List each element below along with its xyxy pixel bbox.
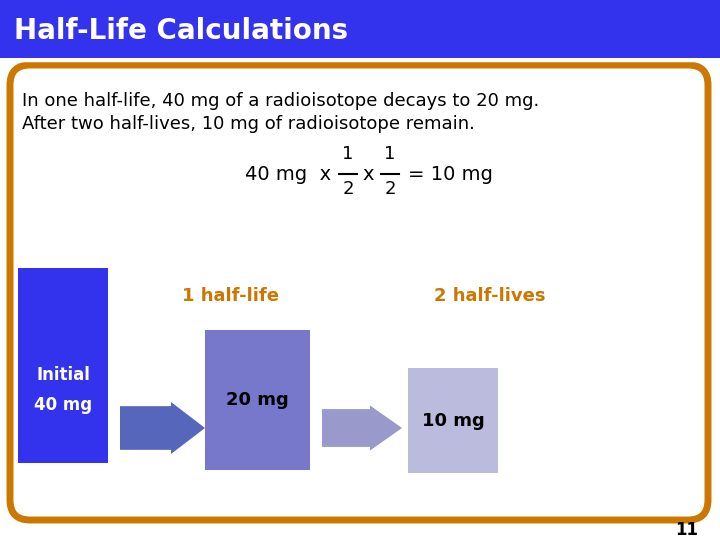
Bar — [0, 0, 720, 58]
Text: 2: 2 — [384, 180, 396, 198]
Text: 40 mg: 40 mg — [34, 395, 92, 414]
Bar — [408, 368, 498, 473]
Text: x: x — [362, 165, 374, 184]
Text: 20 mg: 20 mg — [226, 391, 289, 409]
Text: After two half-lives, 10 mg of radioisotope remain.: After two half-lives, 10 mg of radioisot… — [22, 115, 475, 133]
Text: 1: 1 — [342, 145, 354, 163]
Text: 2 half-lives: 2 half-lives — [434, 287, 546, 305]
FancyBboxPatch shape — [10, 65, 708, 520]
Text: 2: 2 — [342, 180, 354, 198]
Text: 11: 11 — [675, 521, 698, 539]
Text: 10 mg: 10 mg — [422, 411, 485, 429]
Text: 40 mg  x: 40 mg x — [245, 165, 331, 184]
Text: 1: 1 — [384, 145, 396, 163]
Text: 1 half-life: 1 half-life — [181, 287, 279, 305]
Text: In one half-life, 40 mg of a radioisotope decays to 20 mg.: In one half-life, 40 mg of a radioisotop… — [22, 92, 539, 110]
Text: Initial: Initial — [36, 366, 90, 384]
Bar — [18, 268, 108, 463]
Polygon shape — [322, 406, 402, 450]
Bar — [205, 330, 310, 470]
Polygon shape — [120, 402, 205, 454]
Text: = 10 mg: = 10 mg — [408, 165, 493, 184]
Text: Half-Life Calculations: Half-Life Calculations — [14, 17, 348, 45]
